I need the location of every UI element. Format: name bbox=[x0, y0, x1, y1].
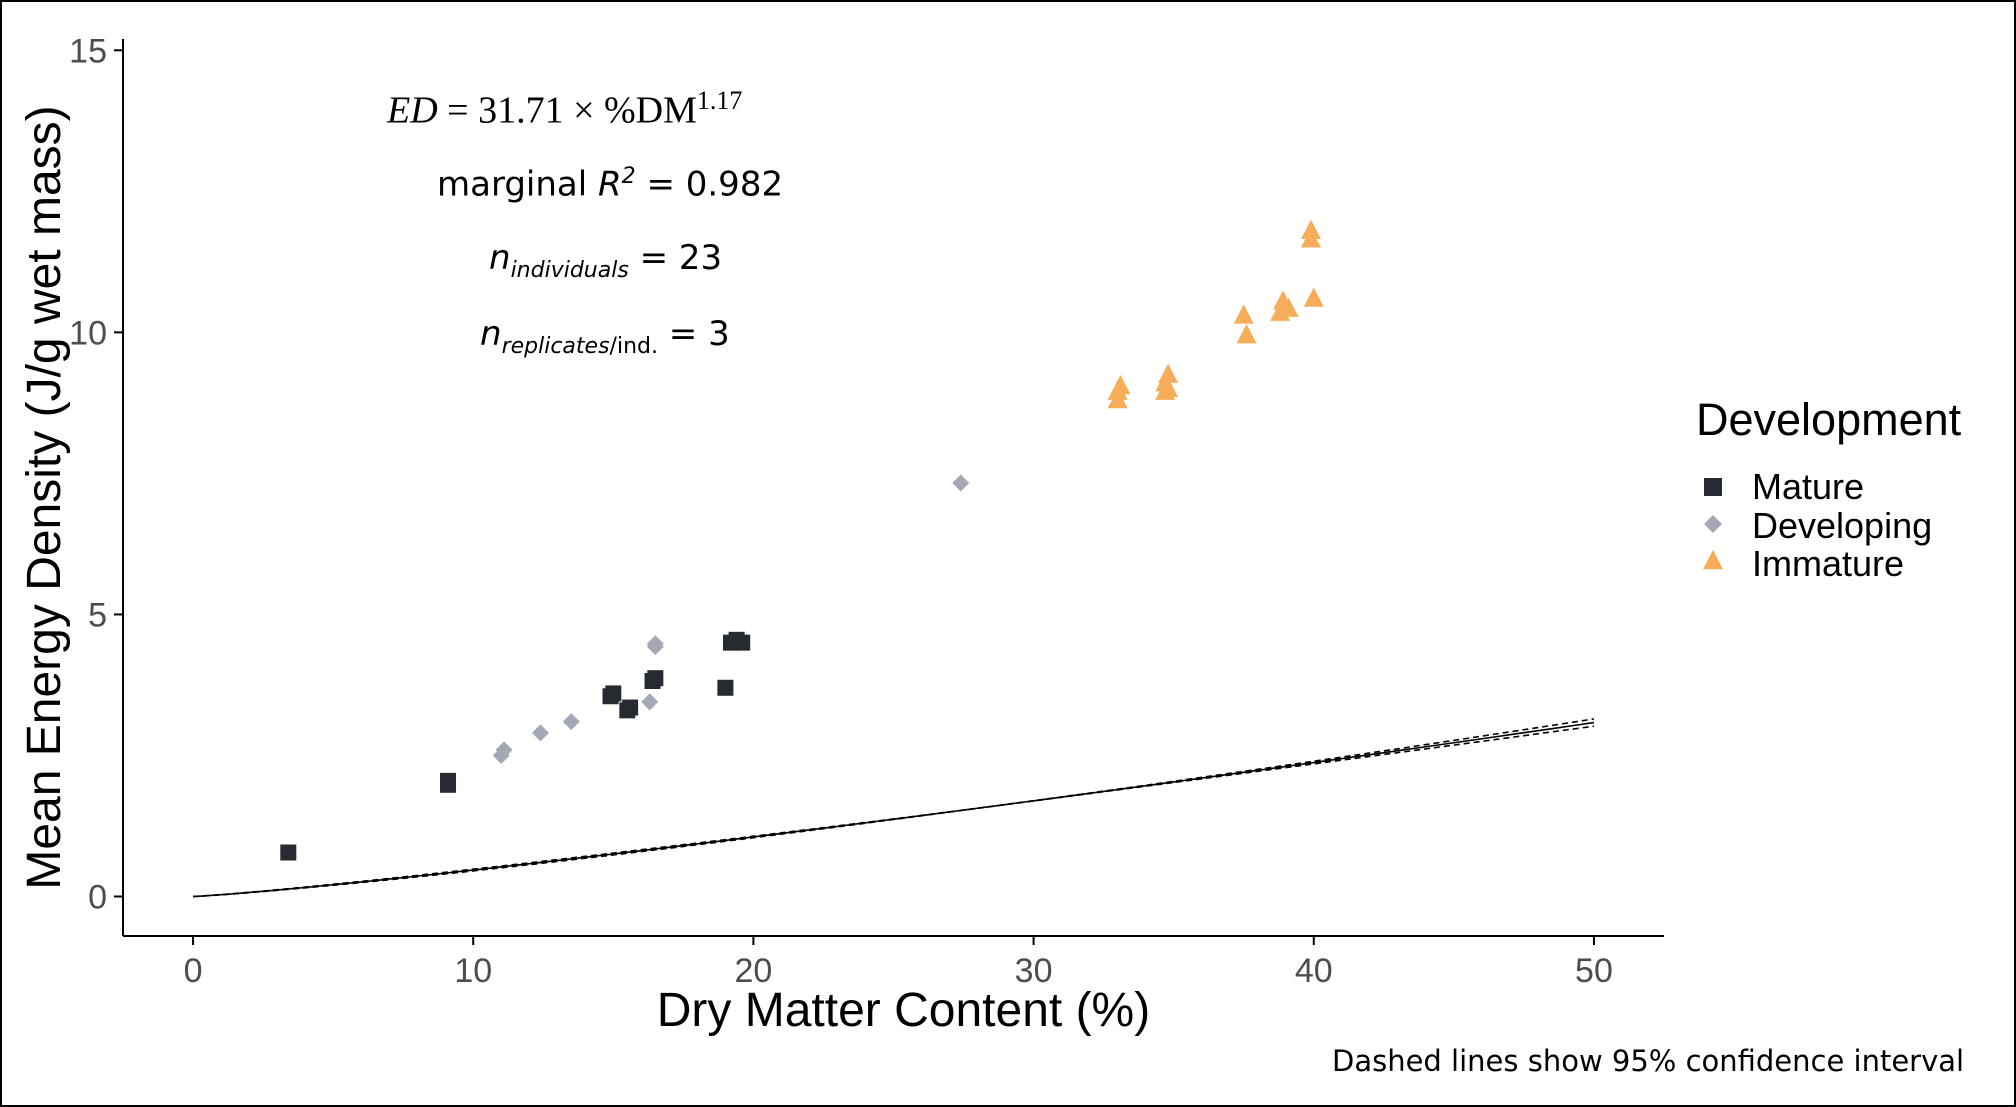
data-point-developing bbox=[562, 713, 580, 731]
legend-key-mature bbox=[1704, 478, 1722, 496]
equation-rhs: = 31.71 × %DM bbox=[447, 89, 697, 132]
legend-label-mature: Mature bbox=[1752, 466, 1865, 507]
r2-symbol: R bbox=[598, 164, 622, 205]
confidence-interval-caption: Dashed lines show 95% confidence interva… bbox=[1332, 1044, 1965, 1078]
y-tick-label: 10 bbox=[69, 314, 107, 352]
legend-label-immature: Immature bbox=[1752, 543, 1905, 584]
x-axis-label: Dry Matter Content (%) bbox=[657, 984, 1150, 1037]
data-point-developing bbox=[641, 693, 659, 711]
data-point-immature bbox=[1110, 374, 1131, 395]
n-replicates-value: = 3 bbox=[657, 314, 730, 354]
data-point-developing bbox=[952, 474, 970, 492]
legend-key-immature bbox=[1703, 550, 1723, 570]
data-point-immature bbox=[1300, 219, 1321, 240]
n-replicates-sub-suffix: /ind. bbox=[609, 333, 658, 359]
y-tick-label: 15 bbox=[69, 32, 107, 70]
x-tick-label: 20 bbox=[734, 952, 772, 990]
r2-sup: 2 bbox=[621, 164, 636, 189]
fit-equation: ED = 31.71 × %DM1.17 bbox=[387, 86, 742, 133]
data-point-mature bbox=[647, 670, 664, 687]
legend-title: Development bbox=[1696, 394, 1962, 445]
n-individuals-annotation: nindividuals = 23 bbox=[489, 238, 722, 283]
ci-upper-line bbox=[193, 718, 1595, 898]
equation-lhs: ED bbox=[387, 89, 438, 132]
x-tick-label: 50 bbox=[1575, 952, 1613, 990]
data-point-mature bbox=[605, 685, 622, 702]
n-individuals-sub: individuals bbox=[510, 257, 629, 283]
r2-value: = 0.982 bbox=[635, 164, 784, 205]
n-individuals-symbol: n bbox=[489, 238, 511, 278]
x-tick-label: 30 bbox=[1015, 952, 1053, 990]
data-point-immature bbox=[1158, 377, 1179, 398]
n-replicates-sub: replicates bbox=[501, 333, 610, 359]
data-point-immature bbox=[1278, 297, 1299, 317]
data-point-mature bbox=[622, 699, 639, 716]
n-replicates-annotation: nreplicates/ind. = 3 bbox=[480, 314, 730, 359]
y-axis-label: Mean Energy Density (J/g wet mass) bbox=[18, 105, 71, 889]
y-tick-label: 5 bbox=[88, 596, 107, 634]
ci-lower-line bbox=[193, 725, 1595, 898]
r2-annotation: marginal R2 = 0.982 bbox=[437, 164, 783, 204]
data-point-immature bbox=[1236, 324, 1257, 344]
r2-prefix: marginal bbox=[437, 164, 599, 205]
x-tick-label: 0 bbox=[184, 952, 203, 990]
data-point-mature bbox=[280, 844, 297, 861]
data-point-developing bbox=[646, 635, 664, 653]
x-tick-label: 10 bbox=[454, 952, 492, 990]
n-individuals-value: = 23 bbox=[628, 238, 723, 278]
data-point-mature bbox=[440, 772, 457, 789]
y-tick-label: 0 bbox=[88, 879, 107, 917]
data-point-immature bbox=[1158, 363, 1179, 383]
data-point-mature bbox=[734, 634, 751, 651]
data-point-mature bbox=[717, 679, 734, 696]
legend-key-developing bbox=[1704, 515, 1722, 533]
data-point-immature bbox=[1233, 304, 1254, 324]
legend-label-developing: Developing bbox=[1752, 505, 1933, 546]
x-tick-label: 40 bbox=[1295, 952, 1333, 990]
data-point-immature bbox=[1303, 287, 1324, 307]
fit-line bbox=[193, 721, 1595, 898]
data-point-developing bbox=[495, 741, 513, 759]
equation-exponent: 1.17 bbox=[696, 86, 743, 115]
n-replicates-symbol: n bbox=[480, 314, 502, 354]
data-point-developing bbox=[531, 724, 549, 742]
